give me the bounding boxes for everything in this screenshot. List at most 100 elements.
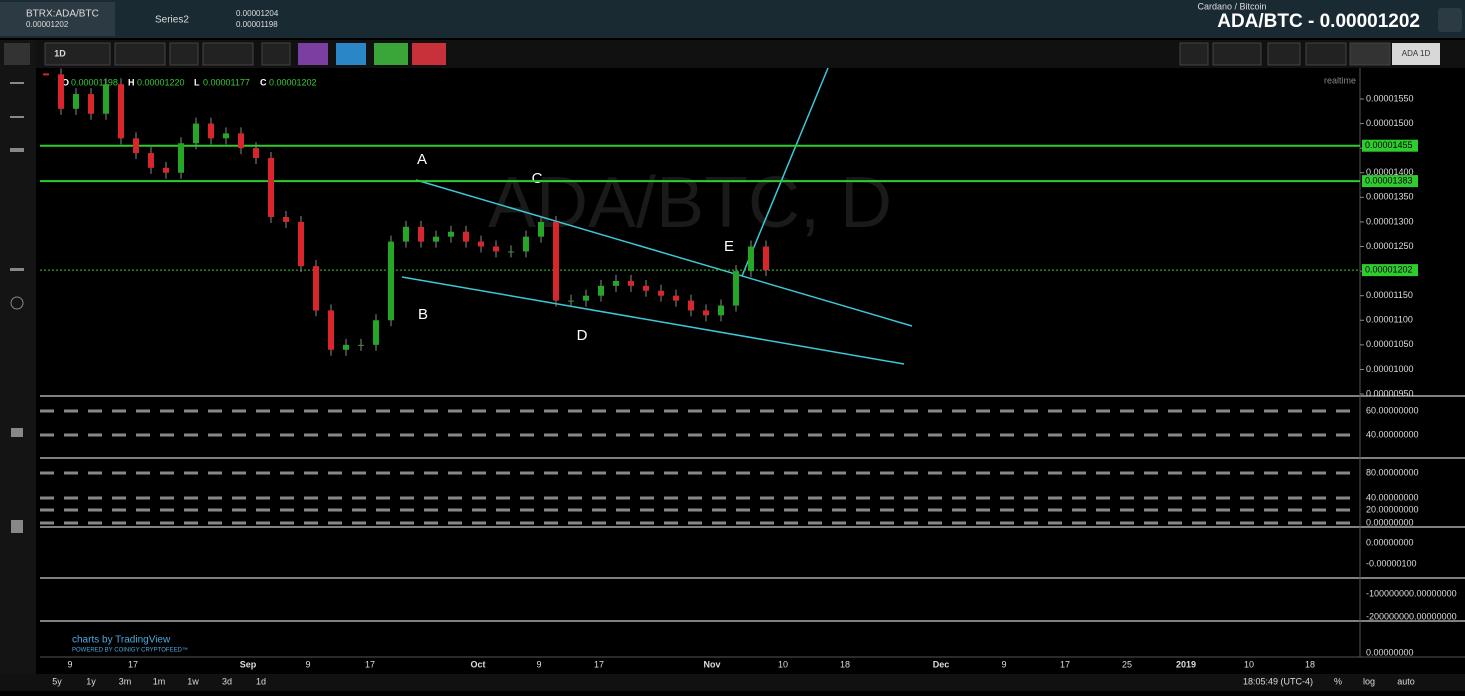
range-button[interactable]: 5y [52,676,62,686]
tool-icon[interactable] [10,268,24,271]
candle [193,123,199,144]
legend-key: H [128,77,135,87]
candle [688,300,694,311]
trash-icon[interactable] [11,520,23,533]
candle [268,157,274,218]
y-tick-label: 0.00001500 [1366,118,1414,128]
x-tick-label: Nov [703,659,720,669]
scale-option[interactable]: auto [1397,676,1415,686]
x-tick-label: 17 [128,659,138,669]
level-label: 0.00001202 [1365,264,1413,274]
compare-button[interactable] [261,42,291,66]
candle [133,138,139,154]
undo-redo[interactable] [1212,42,1262,66]
x-tick-label: 9 [305,659,310,669]
y-tick-label: 0.00000950 [1366,388,1414,398]
realtime: realtime [1324,75,1356,85]
y-tick-label: 0.00001250 [1366,241,1414,251]
candle [718,305,724,316]
pattern-label: D [577,327,588,344]
indicator-label: 40.00000000 [1366,492,1419,502]
settings-button[interactable] [1438,8,1462,32]
y-tick-label: 0.00001000 [1366,364,1414,374]
snapshot-button[interactable] [1267,42,1301,66]
watermark: ADA/BTC, D [488,163,892,243]
indicator-label: 40.00000000 [1366,429,1419,439]
range-button[interactable]: 1w [187,676,199,686]
indicators-button[interactable] [202,42,254,66]
tool-icon[interactable] [10,116,24,118]
trendlines [401,67,913,365]
tool-icon[interactable] [10,82,24,84]
candle [598,285,604,296]
x-tick-label: 17 [1060,659,1070,669]
active-tab[interactable] [0,2,115,36]
level-label: 0.00001455 [1365,140,1413,150]
candle [43,73,49,76]
range-button[interactable]: 1m [153,676,166,686]
candle [163,167,169,173]
x-tick-label: 18 [1305,659,1315,669]
sidebar-icons [10,82,24,533]
style-button[interactable] [114,42,166,66]
legend-key: L [194,77,200,87]
candle [343,344,349,350]
tab-title[interactable]: Series2 [155,15,189,26]
title: ADA/BTC - 0.00001202 [1217,11,1420,32]
attribution: charts by TradingView [72,635,171,646]
toolbar-buttons [4,42,1440,66]
tool-icon[interactable] [10,148,24,152]
candle [328,310,334,350]
candle [358,344,364,346]
footer-bar [0,674,1465,691]
x-tick-label: Sep [240,659,257,669]
interval-button[interactable] [44,42,111,66]
indicator-label: 60.00000000 [1366,405,1419,415]
tab-title[interactable]: 0.00001204 [236,9,279,18]
legend-key: O [62,77,69,87]
cloud-save[interactable] [1349,42,1391,66]
candle [628,280,634,286]
legend-value: 0.00001177 [203,77,250,87]
fullscreen-button[interactable] [1179,42,1209,66]
badge[interactable]: ADA 1D [1402,49,1431,58]
clock: 18:05:49 (UTC-4) [1243,676,1313,686]
x-tick-label: 9 [1001,659,1006,669]
range-button[interactable]: 3m [119,676,132,686]
candle [568,300,574,302]
cursor-button[interactable] [4,43,30,65]
pattern-label: A [417,151,427,168]
zoom-icon[interactable] [10,296,24,310]
cube-button[interactable] [298,43,328,65]
buy-button[interactable] [374,43,408,65]
candle [223,133,229,139]
y-tick-label: 0.00001050 [1366,339,1414,349]
trendline [741,67,829,277]
legend-value: 0.00001220 [137,77,185,87]
x-tick-label: 9 [67,659,72,669]
x-tick-label: 17 [594,659,604,669]
range-button[interactable]: 1d [256,676,266,686]
candle [208,123,214,139]
indicator-label: 20.00000000 [1366,504,1419,514]
interval[interactable]: 1D [54,48,66,58]
alert-button[interactable] [336,43,366,65]
lock-icon[interactable] [11,428,23,437]
y-tick-label: 0.00001150 [1366,290,1413,300]
scale-option[interactable]: % [1334,676,1342,686]
legend-key: C [260,77,267,87]
candle [538,221,544,237]
scale-option[interactable]: log [1363,676,1375,686]
range-button[interactable]: 1y [86,676,96,686]
settings-tool[interactable] [169,42,199,66]
candle [763,246,769,271]
tab-title[interactable]: BTRX:ADA/BTC [26,9,99,20]
badge-bg[interactable] [1392,43,1440,65]
range-button[interactable]: 3d [222,676,232,686]
left-sidebar [0,40,36,674]
trendline [401,276,905,365]
cloud-load[interactable] [1305,42,1347,66]
sell-button[interactable] [412,43,446,65]
